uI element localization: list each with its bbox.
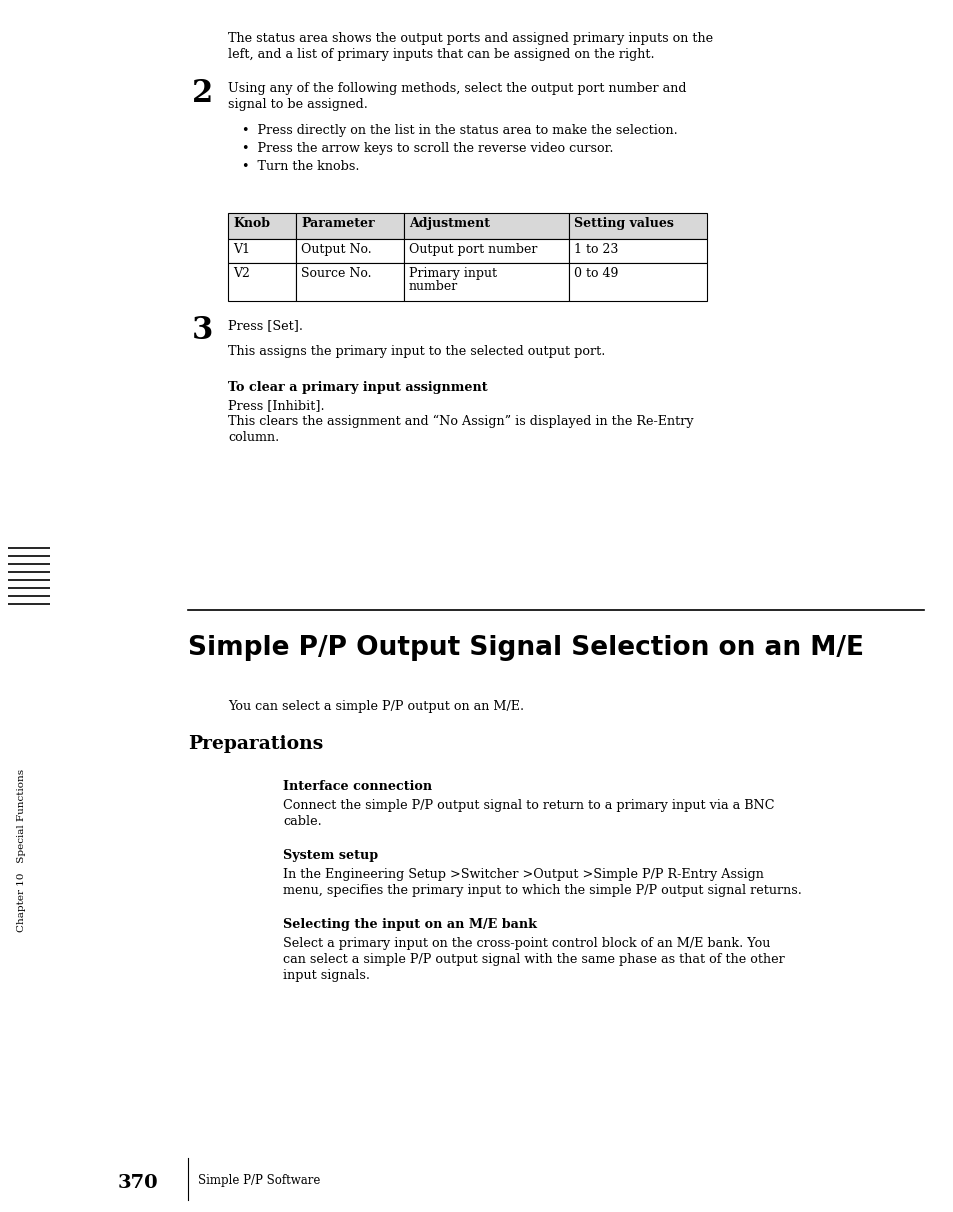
Text: The status area shows the output ports and assigned primary inputs on the: The status area shows the output ports a… — [228, 32, 713, 45]
Text: Adjustment: Adjustment — [409, 217, 490, 230]
Text: Connect the simple P/P output signal to return to a primary input via a BNC: Connect the simple P/P output signal to … — [283, 799, 774, 812]
Bar — [568, 213, 706, 239]
Text: Preparations: Preparations — [188, 734, 323, 753]
Text: left, and a list of primary inputs that can be assigned on the right.: left, and a list of primary inputs that … — [228, 48, 654, 61]
Bar — [228, 263, 295, 301]
Text: 370: 370 — [118, 1174, 158, 1191]
Text: Source No.: Source No. — [301, 267, 371, 280]
Text: column.: column. — [228, 431, 279, 444]
Text: 2: 2 — [192, 78, 213, 109]
Text: Press [Set].: Press [Set]. — [228, 319, 303, 332]
Text: Primary input: Primary input — [409, 267, 497, 280]
Text: •  Press directly on the list in the status area to make the selection.: • Press directly on the list in the stat… — [242, 124, 677, 137]
Bar — [228, 239, 295, 263]
Text: Selecting the input on an M/E bank: Selecting the input on an M/E bank — [283, 917, 537, 931]
Text: menu, specifies the primary input to which the simple P/P output signal returns.: menu, specifies the primary input to whi… — [283, 884, 801, 897]
Text: cable.: cable. — [283, 814, 321, 828]
Text: This clears the assignment and “No Assign” is displayed in the Re-Entry: This clears the assignment and “No Assig… — [228, 415, 693, 428]
Text: In the Engineering Setup >Switcher >Output >Simple P/P R-Entry Assign: In the Engineering Setup >Switcher >Outp… — [283, 868, 763, 881]
Bar — [568, 239, 706, 263]
Text: V2: V2 — [233, 267, 250, 280]
Bar — [295, 239, 403, 263]
Text: You can select a simple P/P output on an M/E.: You can select a simple P/P output on an… — [228, 701, 523, 713]
Text: V1: V1 — [233, 242, 250, 256]
Text: 3: 3 — [192, 315, 213, 345]
Text: Select a primary input on the cross-point control block of an M/E bank. You: Select a primary input on the cross-poin… — [283, 937, 770, 950]
Bar — [568, 263, 706, 301]
Text: signal to be assigned.: signal to be assigned. — [228, 98, 368, 112]
Text: Knob: Knob — [233, 217, 270, 230]
Bar — [403, 239, 568, 263]
Text: input signals.: input signals. — [283, 970, 370, 982]
Text: Setting values: Setting values — [574, 217, 673, 230]
Text: This assigns the primary input to the selected output port.: This assigns the primary input to the se… — [228, 345, 605, 358]
Text: 1 to 23: 1 to 23 — [574, 242, 618, 256]
Text: •  Press the arrow keys to scroll the reverse video cursor.: • Press the arrow keys to scroll the rev… — [242, 142, 613, 155]
Text: Press [Inhibit].: Press [Inhibit]. — [228, 399, 324, 412]
Bar — [403, 213, 568, 239]
Text: Interface connection: Interface connection — [283, 781, 432, 793]
Bar — [295, 213, 403, 239]
Text: Using any of the following methods, select the output port number and: Using any of the following methods, sele… — [228, 82, 686, 95]
Text: can select a simple P/P output signal with the same phase as that of the other: can select a simple P/P output signal wi… — [283, 953, 784, 966]
Text: •  Turn the knobs.: • Turn the knobs. — [242, 160, 359, 173]
Text: Output No.: Output No. — [301, 242, 372, 256]
Text: Output port number: Output port number — [409, 242, 537, 256]
Text: Chapter 10   Special Functions: Chapter 10 Special Functions — [17, 768, 27, 932]
Bar — [403, 263, 568, 301]
Text: 0 to 49: 0 to 49 — [574, 267, 618, 280]
Bar — [228, 213, 295, 239]
Text: Simple P/P Software: Simple P/P Software — [198, 1174, 320, 1187]
Text: Parameter: Parameter — [301, 217, 375, 230]
Text: System setup: System setup — [283, 848, 377, 862]
Text: Simple P/P Output Signal Selection on an M/E: Simple P/P Output Signal Selection on an… — [188, 635, 863, 661]
Text: number: number — [409, 280, 457, 293]
Bar — [295, 263, 403, 301]
Text: To clear a primary input assignment: To clear a primary input assignment — [228, 381, 487, 394]
